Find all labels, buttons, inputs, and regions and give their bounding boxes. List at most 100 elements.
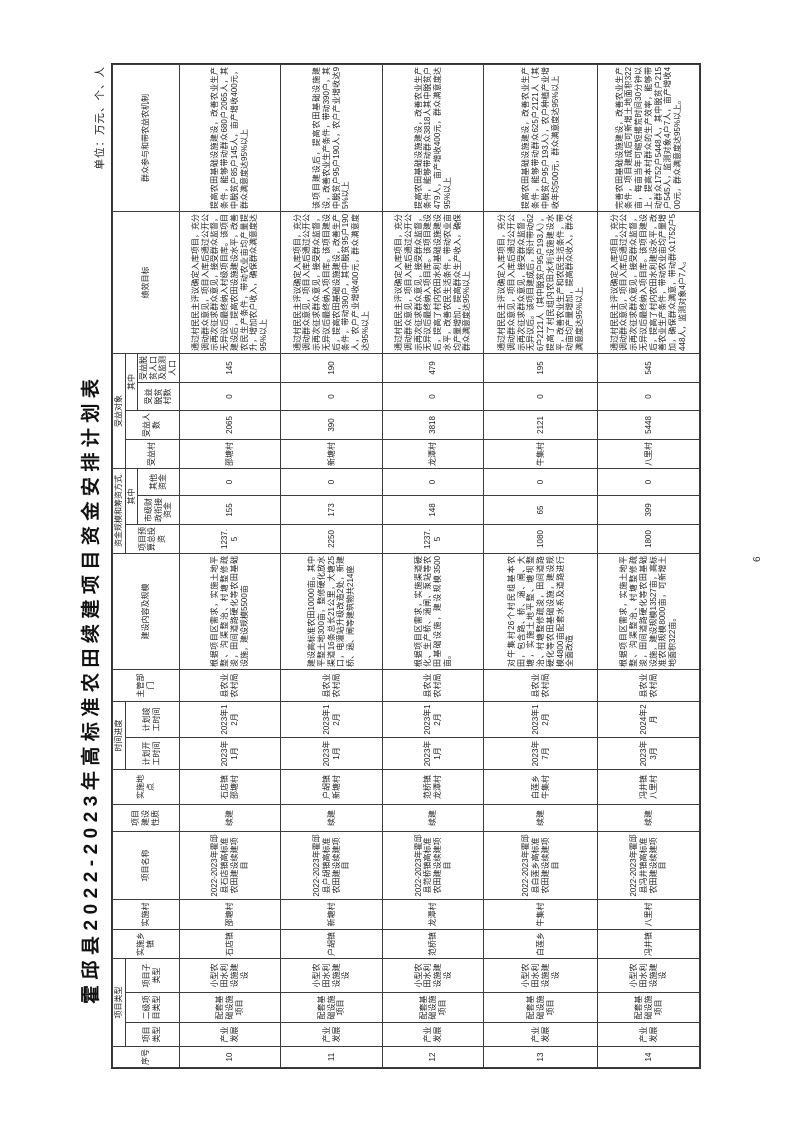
page-title: 霍邱县2022-2023年高标准农田续建项目资金安排计划表 (81, 373, 102, 1004)
header-project-type-group: 项目类型 (112, 958, 126, 1047)
table-cell: 2023年12月 (483, 701, 598, 738)
table-cell: 通过村民民主评议确定入库项目，充分调动群众意见，项目入库后通过公开公示再次征求群… (179, 211, 281, 354)
table-cell: 产业发展 (483, 1022, 598, 1047)
table-cell: 配套基础设施项目 (597, 992, 700, 1023)
table-row: 10 产业发展 配套基础设施项目 小型农田水利设施建设 石店镇 邵塘村 2022-2023年… (179, 64, 281, 1068)
table-cell: 白莲乡 (483, 929, 598, 959)
table-cell: 0 (179, 468, 281, 496)
table-row: 12 产业发展 配套基础设施项目 小型农田水利设施建设 范桥镇 龙潭村 2022-2023年… (382, 64, 484, 1068)
table-cell: 建设高标准农田10000亩。其中平整土地300亩，整修硬化放水渠道16条总长21… (280, 553, 383, 670)
table-cell: 0 (179, 382, 281, 411)
table-cell: 0 (483, 382, 598, 411)
table-cell: 2065 (179, 410, 281, 440)
header-content-scale: 建设内容及规模 (112, 553, 180, 670)
header-finish-date: 计划竣工时间 (125, 701, 180, 738)
header-authority: 主管部门 (112, 669, 180, 702)
table-cell: 2023年7月 (483, 737, 598, 770)
table-cell: 2022-2023年霍邱县石店镇高标准农田建设续建项目 (179, 831, 281, 900)
header-village: 实施村 (112, 899, 180, 930)
table-cell: 根据项目区需求，实施土地平整、沟渠整治、村塘整修疏浚，田间道路硬化等农田基础设施… (597, 553, 700, 670)
table-cell: 龙潭村 (382, 439, 484, 469)
table-cell: 牛集村 (483, 439, 598, 469)
header-township: 实施乡镇 (112, 929, 180, 959)
table-cell: 小型农田水利设施建设 (597, 958, 700, 993)
header-sub-type: 项目子类型 (125, 958, 180, 993)
funding-plan-table: 序号 项目类型 实施乡镇 实施村 项目名称 项目建设性质 实施地点 时间进度 主… (111, 62, 701, 1070)
header-poverty-monitored-people: 受益脱贫人口及监测人口 (137, 353, 180, 383)
table-cell: 续建 (483, 804, 598, 832)
table-cell: 2023年1月 (382, 737, 484, 770)
page-number: 6 (752, 556, 763, 562)
table-cell: 完善农田基础设施建设，改善农业生产条件，项目建成后可新增土地面积322亩，每亩当… (597, 64, 700, 212)
header-poverty-villages: 受益脱贫村数 (137, 382, 180, 411)
table-cell: 10 (179, 1046, 281, 1068)
table-cell: 通过村民民主评议确定入库项目，充分调动群众意见，项目入库后通过公开公示再次征求群… (382, 211, 484, 354)
table-cell: 新塘村 (280, 439, 383, 469)
table-cell: 龙潭村 (382, 899, 484, 930)
table-cell: 14 (597, 1046, 700, 1068)
table-cell: 11 (280, 1046, 383, 1068)
table-cell: 0 (280, 382, 383, 411)
table-cell: 173 (280, 495, 383, 525)
table-cell: 145 (179, 353, 281, 383)
table-cell: 根据项目区需求，实施渠道硬化、生产桥、涵闸、泵站等农田基础设施，建设规模3500… (382, 553, 484, 670)
header-secondary-type: 二级项目类型 (125, 992, 180, 1023)
table-cell: 479 (382, 353, 484, 383)
table-cell: 2250 (280, 524, 383, 554)
table-cell: 配套基础设施项目 (179, 992, 281, 1023)
table-cell: 续建 (382, 804, 484, 832)
table-cell: 范桥镇 (382, 929, 484, 959)
table-cell: 1237.5 (179, 524, 281, 554)
table-cell: 县农业农村局 (483, 669, 598, 702)
header-participation-mechanism: 群众参与和带农益农机制 (112, 64, 180, 212)
table-cell: 根据项目区需求，实施土地平整、沟渠整治、村塘整修疏浚，田间道路硬化等农田基础设施… (179, 553, 281, 670)
table-cell: 2121 (483, 410, 598, 440)
header-city-fiscal-funds: 市级财政衔接资金 (137, 495, 180, 525)
table-cell: 续建 (597, 804, 700, 832)
table-cell: 户胡镇 (280, 929, 383, 959)
header-project-type: 项目类型 (125, 1022, 180, 1047)
table-cell: 牛集村 (483, 899, 598, 930)
table-cell: 小型农田水利设施建设 (280, 958, 383, 993)
table-cell: 邵塘村 (179, 439, 281, 469)
table-cell: 产业发展 (179, 1022, 281, 1047)
table-cell: 2022-2023年霍邱县范桥镇高标准农田建设续建项目 (382, 831, 484, 900)
table-cell: 1237.5 (382, 524, 484, 554)
header-funding-group: 资金规模和筹资方式 (112, 468, 126, 554)
table-cell: 户胡镇新塘村 (280, 769, 383, 805)
table-row: 14 产业发展 配套基础设施项目 小型农田水利设施建设 冯井镇 八里村 2022-2023年… (597, 64, 700, 1068)
table-cell: 545 (597, 353, 700, 383)
table-cell: 冯井镇八里村 (597, 769, 700, 805)
table-row: 11 产业发展 配套基础设施项目 小型农田水利设施建设 户胡镇 新塘村 2022-2023年… (280, 64, 383, 1068)
header-beneficiary-group: 受益对象 (112, 353, 126, 469)
table-cell: 3818 (382, 410, 484, 440)
table-cell: 0 (597, 468, 700, 496)
table-cell: 0 (597, 382, 700, 411)
table-cell: 1800 (597, 524, 700, 554)
table-cell: 白莲乡牛集村 (483, 769, 598, 805)
table-cell: 12 (382, 1046, 484, 1068)
table-cell: 县农业农村局 (179, 669, 281, 702)
table-cell: 0 (382, 382, 484, 411)
header-beneficiary-people: 受益人数 (125, 410, 180, 440)
header-funding-of-which: 其中 (125, 468, 138, 525)
header-location: 实施地点 (112, 769, 180, 805)
header-schedule-group: 时间进度 (112, 701, 126, 770)
table-cell: 2023年12月 (382, 701, 484, 738)
table-body: 10 产业发展 配套基础设施项目 小型农田水利设施建设 石店镇 邵塘村 2022-2023年… (179, 64, 700, 1068)
table-cell: 13 (483, 1046, 598, 1068)
table-cell: 1080 (483, 524, 598, 554)
header-project-name: 项目名称 (112, 831, 180, 900)
table-cell: 县农业农村局 (597, 669, 700, 702)
header-start-date: 计划开工时间 (125, 737, 180, 770)
table-cell: 续建 (280, 804, 383, 832)
table-cell: 提高农田基础设施建设，改善农业生产条件，能够带动群众3818人其中脱贫户479人… (382, 64, 484, 212)
table-cell: 石店镇 (179, 929, 281, 959)
table-cell: 提高农田基础设施建设，改善农业生产条件，能够带动群众625户2121人（其中脱贫… (483, 64, 598, 212)
table-cell: 通过村民民主评议确定入库项目，充分调动群众意见，项目入库后通过公开公示再次征求群… (483, 211, 598, 354)
header-performance-goal: 绩效目标 (112, 211, 180, 354)
table-cell: 八里村 (597, 439, 700, 469)
table-cell: 小型农田水利设施建设 (483, 958, 598, 993)
table-cell: 65 (483, 495, 598, 525)
